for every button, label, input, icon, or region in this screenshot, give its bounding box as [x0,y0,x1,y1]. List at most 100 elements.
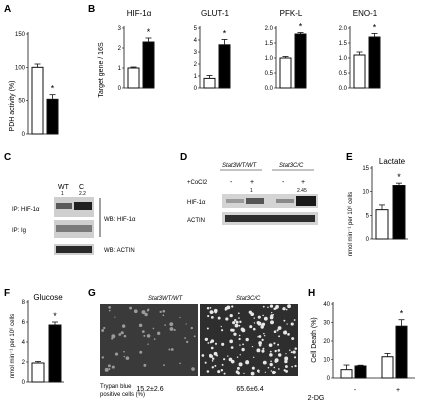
y-tick-label-f: 2 [22,360,26,366]
cell-dot [261,322,266,326]
cell-dot [230,346,234,349]
cell-dot [164,324,166,326]
significance-f-1: * [53,311,57,321]
cell-dot [217,370,221,374]
cell-dot [233,332,237,336]
cell-dot [275,304,279,309]
cell-dot [214,311,217,314]
cell-dot [111,365,115,369]
cell-dot [285,308,288,311]
cell-dot [168,348,171,351]
ylabel-e: nmol min⁻¹ per 10⁶ cells [347,192,354,256]
blot-c-band-actin [56,246,92,253]
chart-cell-death: 0 10 20 30 40 * [323,302,415,382]
cell-dot [290,351,293,354]
y-tick-label-h: 40 [323,302,330,308]
cell-dot [250,371,255,376]
cell-dot [277,326,282,330]
trypan-value-2: 65.6±6.4 [236,386,263,393]
cell-dot [238,334,241,337]
blot-d-minus-2: - [282,179,285,186]
significance-a-1: * [51,84,55,94]
y-tick-label-h: 30 [323,321,330,327]
cell-dot [262,314,264,317]
title-glucose: Glucose [33,293,63,302]
cell-dot [114,316,116,318]
cell-dot [163,364,165,367]
cell-dot [274,349,277,353]
cell-dot [221,363,224,366]
cell-dot [261,338,264,342]
cell-dot [152,327,155,330]
cell-dot [206,327,209,330]
cell-dot [270,360,272,363]
cell-dot [240,327,245,332]
blot-c-lane-wt: WT [58,184,70,191]
blot-d-band-1 [226,199,244,203]
cell-dot [120,331,124,335]
cell-dot [257,336,259,338]
cell-dot [235,370,239,374]
blot-d-quant-1: 1 [250,188,253,194]
y-tick-label-f: 6 [22,320,26,326]
cell-dot [211,360,214,362]
chart-title-b4: ENO-1 [353,9,378,18]
cell-dot [220,369,224,372]
y-tick-label-b1: 2 [118,46,122,52]
panel-letter-c: C [4,152,11,163]
micrograph-label-2: Stat3C/C [236,296,261,302]
cell-dot [239,320,242,324]
cell-dot [111,337,114,340]
bar-h-1-1 [395,325,408,379]
significance-h-1-1: * [400,309,404,319]
cell-dot [209,306,212,309]
cell-dot [143,363,147,367]
cell-dot [260,325,264,329]
y-tick-label-f: 4 [22,340,26,346]
cell-dot [143,334,146,337]
cell-dot [263,316,268,321]
bar-e-1 [392,185,406,240]
bar-a-1 [46,98,59,135]
y-tick-label-b3: 2.0 [265,26,274,32]
cell-dot [191,367,195,371]
y-tick-label-b3: 0.0 [265,86,274,92]
cell-dot [248,310,252,314]
xlabel-h: 2-DG [308,395,325,402]
bar-e-0 [375,209,389,240]
bar-h-1-0 [381,356,394,379]
blot-d-minus-1: - [230,179,233,186]
bar-b1-0 [127,67,140,89]
cell-dot [159,310,162,314]
ylabel-h: Cell Death (%) [311,317,318,363]
y-tick-label-b1: 1 [118,66,122,72]
cell-dot [146,309,149,312]
blot-d-band-4 [296,196,316,206]
cell-dot [146,334,151,338]
chart-glucose: 0 2 4 6 8 * [22,300,64,386]
cell-dot [217,316,221,320]
bar-f-0 [31,362,45,383]
trypan-label-1: Trypan blue [100,384,132,390]
cell-dot [238,362,243,367]
chart-pdh-activity: 0 50 100 150 * [15,32,59,138]
cell-dot [267,306,269,309]
cell-dot [252,327,256,331]
y-tick-label-h: 20 [323,339,330,345]
cell-dot [227,355,229,357]
y-tick-label-b1: 0 [118,86,122,92]
cell-dot [245,337,249,342]
cell-dot [179,316,181,319]
trypan-value-1: 15.2±2.6 [136,386,163,393]
cell-dot [162,309,166,313]
cell-dot [147,343,149,345]
cell-dot [291,365,293,368]
blot-c-lane-wt-val: 1 [61,191,64,197]
cell-dot [210,346,214,350]
cell-dot [276,329,279,332]
cell-dot [278,368,280,370]
cell-dot [284,356,289,361]
cell-dot [243,372,245,375]
cell-dot [125,356,130,360]
cell-dot [238,317,240,319]
